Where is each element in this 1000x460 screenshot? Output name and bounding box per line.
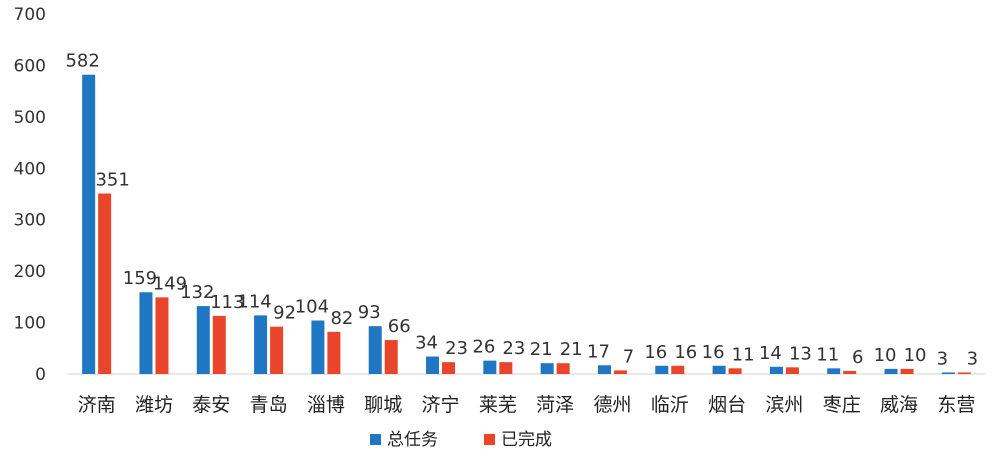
x-category-label: 泰安 xyxy=(192,394,230,416)
y-tick-label: 300 xyxy=(14,211,46,231)
x-category-label: 威海 xyxy=(880,394,918,416)
data-label-completed: 3 xyxy=(967,348,978,369)
y-axis: 0 100 200 300 400 500 600 700 xyxy=(14,5,46,385)
bar-total-task xyxy=(196,306,210,374)
legend: 总任务 已完成 xyxy=(370,430,552,450)
bar-completed xyxy=(900,368,914,374)
x-category-label: 青岛 xyxy=(250,394,288,416)
x-category-label: 临沂 xyxy=(651,394,689,416)
data-label-total-task: 17 xyxy=(587,341,610,362)
x-category-label: 枣庄 xyxy=(823,394,861,416)
data-label-total-task: 93 xyxy=(358,302,381,323)
data-label-total-task: 21 xyxy=(530,339,553,360)
data-label-total-task: 16 xyxy=(702,342,725,363)
bar-completed xyxy=(327,331,341,374)
data-label-completed: 66 xyxy=(388,316,411,337)
bar-total-task xyxy=(368,326,382,374)
data-label-completed: 16 xyxy=(674,342,697,363)
x-category-label: 聊城 xyxy=(364,394,402,416)
bar-completed xyxy=(98,193,112,374)
bar-total-task xyxy=(540,363,554,374)
x-category-label: 烟台 xyxy=(708,394,746,416)
data-label-completed: 11 xyxy=(732,344,755,365)
data-label-total-task: 104 xyxy=(295,297,329,318)
data-label-completed: 7 xyxy=(623,346,634,367)
y-tick-label: 400 xyxy=(14,159,46,179)
y-tick-label: 100 xyxy=(14,314,46,334)
bar-total-task xyxy=(827,368,841,374)
bar-total-task xyxy=(139,292,153,374)
bar-completed xyxy=(499,362,513,374)
bar-completed xyxy=(843,370,857,374)
bar-completed xyxy=(442,362,456,374)
y-tick-label: 500 xyxy=(14,108,46,128)
x-axis: 济南 潍坊 泰安 青岛 淄博 聊城 济宁 莱芜 菏泽 德州 临沂 烟台 滨州 枣庄 威海 东营 xyxy=(78,394,976,416)
data-label-total-task: 132 xyxy=(180,282,214,303)
x-category-label: 滨州 xyxy=(765,394,803,416)
bar-completed xyxy=(384,340,398,374)
x-category-label: 德州 xyxy=(593,394,631,416)
x-category-label: 东营 xyxy=(937,394,975,416)
data-label-total-task: 159 xyxy=(123,268,157,289)
data-label-completed: 21 xyxy=(560,339,583,360)
bar-total-task xyxy=(311,320,325,374)
bar-completed xyxy=(556,363,570,374)
bar-completed xyxy=(613,370,627,374)
data-label-completed: 113 xyxy=(210,292,244,313)
data-label-completed: 82 xyxy=(330,308,353,329)
data-label-completed: 6 xyxy=(852,347,863,368)
bar-completed xyxy=(671,365,685,374)
bar-total-task xyxy=(426,356,440,374)
x-category-label: 济南 xyxy=(78,394,116,416)
legend-label-total-task: 总任务 xyxy=(387,430,438,450)
bar-total-task xyxy=(254,315,268,374)
bar-total-task xyxy=(884,368,898,374)
bar-total-task xyxy=(597,365,611,374)
data-label-total-task: 14 xyxy=(759,343,782,364)
y-tick-label: 600 xyxy=(14,56,46,76)
y-tick-label: 0 xyxy=(35,365,46,385)
bar-total-task xyxy=(941,372,955,374)
y-tick-label: 200 xyxy=(14,262,46,282)
bar-completed xyxy=(155,297,169,374)
bar-total-task xyxy=(769,366,783,374)
data-label-total-task: 582 xyxy=(65,51,99,72)
x-category-label: 济宁 xyxy=(422,394,460,416)
bar-completed xyxy=(270,326,284,374)
legend-label-completed: 已完成 xyxy=(501,430,552,450)
bar-completed xyxy=(212,315,226,374)
x-category-label: 莱芜 xyxy=(479,394,517,416)
x-category-label: 潍坊 xyxy=(135,394,173,416)
legend-swatch-completed xyxy=(484,434,495,445)
data-label-total-task: 3 xyxy=(937,348,948,369)
data-label-completed: 149 xyxy=(153,273,187,294)
x-category-label: 菏泽 xyxy=(536,394,574,416)
data-label-completed: 23 xyxy=(445,338,468,359)
bar-completed xyxy=(957,372,971,374)
bar-total-task xyxy=(82,74,96,374)
data-label-completed: 10 xyxy=(904,345,927,366)
data-label-total-task: 114 xyxy=(237,291,271,312)
data-label-total-task: 26 xyxy=(472,337,495,358)
data-label-completed: 13 xyxy=(789,343,812,364)
data-label-completed: 351 xyxy=(95,169,129,190)
data-label-total-task: 34 xyxy=(415,333,438,354)
bars xyxy=(82,74,971,374)
bar-total-task xyxy=(655,365,669,374)
bar-total-task xyxy=(483,360,497,374)
bar-total-task xyxy=(712,365,726,374)
bar-completed xyxy=(785,367,799,374)
data-label-completed: 23 xyxy=(502,338,525,359)
data-label-total-task: 11 xyxy=(816,344,839,365)
y-tick-label: 700 xyxy=(14,5,46,25)
data-label-total-task: 16 xyxy=(644,342,667,363)
bar-completed xyxy=(728,368,742,374)
data-label-total-task: 10 xyxy=(874,345,897,366)
legend-swatch-total-task xyxy=(370,434,381,445)
data-label-completed: 92 xyxy=(273,303,296,324)
x-category-label: 淄博 xyxy=(307,394,345,416)
